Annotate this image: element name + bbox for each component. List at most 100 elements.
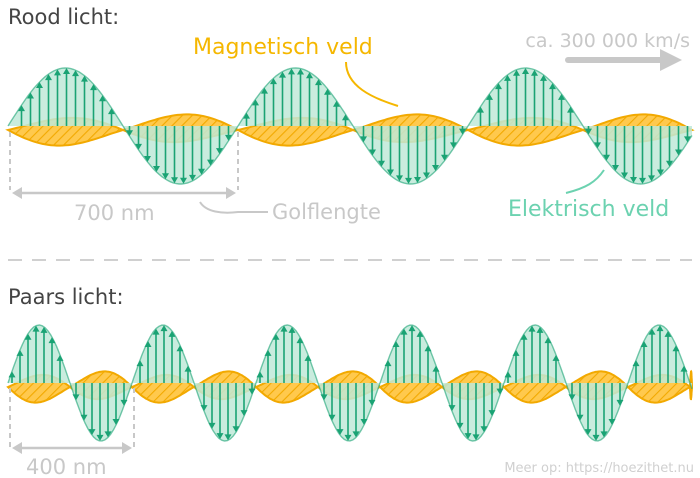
red-electric-arrowhead (414, 176, 421, 183)
red-electric-arrowhead (558, 93, 565, 100)
red-electric-arrowhead (603, 154, 610, 161)
violet-electric-arrowhead (224, 434, 232, 441)
red-electric-arrowhead (135, 143, 142, 150)
violet-electric-arrowhead (88, 429, 96, 436)
violet-electric-arrowhead (648, 328, 656, 335)
violet-electric-arrowhead (528, 325, 536, 332)
violet-electric-arrowhead (464, 433, 472, 440)
red-electric-arrowhead (207, 159, 214, 166)
magnetic-field-label: Magnetisch veld (193, 35, 373, 60)
violet-electric-arrowhead (288, 326, 296, 333)
red-electric-arrowhead (648, 175, 655, 182)
source-link[interactable]: Meer op: https://hoezithet.nu (504, 461, 694, 476)
violet-electric-arrowhead (352, 431, 360, 438)
violet-electric-arrowhead (416, 330, 424, 337)
violet-electric-arrowhead (232, 426, 240, 433)
violet-electric-arrowhead (600, 431, 608, 438)
red-title: Rood licht: (8, 5, 119, 29)
red-electric-arrowhead (684, 136, 691, 143)
red-electric-arrowhead (549, 83, 556, 90)
red-electric-arrowhead (90, 84, 97, 91)
violet-electric-arrowhead (520, 333, 528, 340)
violet-electric-arrowhead (216, 433, 224, 440)
violet-electric-arrowhead (472, 434, 480, 441)
red-electric-arrowhead (504, 74, 511, 81)
red-electric-arrowhead (450, 142, 457, 149)
red-electric-arrowhead (513, 69, 520, 76)
red-electric-arrowhead (261, 87, 268, 94)
red-electric-arrowhead (639, 177, 646, 184)
violet-electric-arrowhead (664, 330, 672, 337)
red-electric-arrowhead (18, 105, 25, 112)
red-electric-arrowhead (252, 99, 259, 106)
red-electric-arrowhead (378, 160, 385, 167)
violet-electric-arrowhead (592, 434, 600, 441)
violet-wavelength-double-arrow (12, 442, 132, 454)
electric-pointer (565, 169, 605, 194)
red-electric-arrowhead (387, 169, 394, 176)
violet-electric-arrowhead (400, 328, 408, 335)
arrow-right-icon (565, 49, 682, 71)
wavelength-double-arrow (12, 187, 236, 199)
red-electric-arrowhead (288, 68, 295, 75)
red-electric-arrowhead (126, 130, 133, 137)
red-electric-arrowhead (63, 68, 70, 75)
red-electric-arrowhead (657, 169, 664, 176)
violet-electric-outline (7, 324, 693, 442)
violet-electric-arrowhead (168, 330, 176, 337)
violet-electric-arrowhead (160, 325, 168, 332)
red-electric-arrowhead (297, 68, 304, 75)
red-electric-arrowhead (153, 165, 160, 172)
red-electric-arrowhead (459, 128, 466, 135)
violet-electric-arrowhead (104, 431, 112, 438)
red-electric-arrowhead (360, 136, 367, 143)
red-electric-arrowhead (99, 95, 106, 102)
red-electric-arrowhead (270, 78, 277, 85)
red-electric-arrowhead (612, 164, 619, 171)
red-electric-arrowhead (666, 160, 673, 167)
magnetic-pointer (345, 61, 399, 107)
violet-electric-arrowhead (408, 325, 416, 332)
red-electric-arrowhead (36, 82, 43, 89)
violet-electric-arrowhead (40, 326, 48, 333)
red-electric-arrowhead (243, 112, 250, 119)
violet-electric-arrowhead (24, 333, 32, 340)
violet-electric-area (8, 325, 692, 441)
red-electric-arrowhead (144, 155, 151, 162)
red-electric-arrowhead (585, 128, 592, 135)
red-electric-arrowhead (72, 70, 79, 77)
red-electric-arrowhead (81, 75, 88, 82)
red-electric-arrowhead (594, 142, 601, 149)
red-electric-arrowhead (279, 71, 286, 78)
red-electric-arrowhead (108, 108, 115, 115)
violet-light-wave (6, 324, 693, 442)
red-electric-arrowhead (162, 173, 169, 180)
red-electric-arrowhead (432, 164, 439, 171)
violet-electric-arrowhead (344, 434, 352, 441)
red-electric-arrowhead (54, 69, 61, 76)
red-electric-arrowhead (189, 174, 196, 181)
red-electric-outline (7, 67, 693, 185)
violet-electric-arrowhead (32, 325, 40, 332)
red-electric-arrowhead (369, 149, 376, 156)
red-electric-arrowhead (171, 177, 178, 184)
red-electric-arrowhead (486, 93, 493, 100)
violet-electric-arrowhead (480, 426, 488, 433)
violet-electric-arrowhead (536, 326, 544, 333)
red-electric-arrowhead (180, 177, 187, 184)
red-electric-arrowhead (675, 149, 682, 156)
violet-electric-arrowhead (584, 429, 592, 436)
red-electric-arrowhead (27, 92, 34, 99)
violet-electric-arrowhead (656, 325, 664, 332)
red-electric-arrowhead (405, 177, 412, 184)
wavelength-pointer (199, 201, 268, 214)
red-electric-arrowhead (45, 74, 52, 81)
speed-label: ca. 300 000 km/s (525, 30, 690, 52)
red-electric-arrowhead (531, 69, 538, 76)
red-electric-arrowhead (396, 175, 403, 182)
red-electric-arrowhead (324, 88, 331, 95)
red-electric-arrowhead (522, 68, 529, 74)
violet-title: Paars licht: (8, 285, 124, 309)
red-electric-arrowhead (315, 79, 322, 86)
